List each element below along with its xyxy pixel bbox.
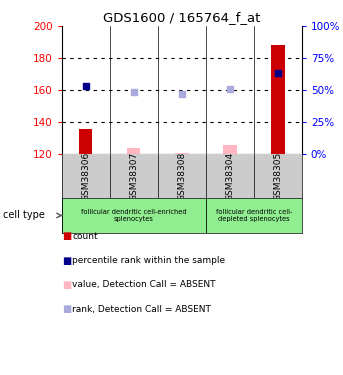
Text: ■: ■ [62,256,71,266]
Text: value, Detection Call = ABSENT: value, Detection Call = ABSENT [72,280,215,290]
Text: follicular dendritic cell-
depleted splenocytes: follicular dendritic cell- depleted sple… [216,209,292,222]
Point [275,70,281,76]
Text: GSM38308: GSM38308 [177,152,186,201]
Point [131,89,137,95]
Point [179,90,185,96]
Point [83,82,88,88]
Text: rank, Detection Call = ABSENT: rank, Detection Call = ABSENT [72,305,211,314]
Text: follicular dendritic cell-enriched
splenocytes: follicular dendritic cell-enriched splen… [81,209,187,222]
Text: percentile rank within the sample: percentile rank within the sample [72,256,225,265]
Text: GSM38307: GSM38307 [129,152,138,201]
Bar [175,153,189,154]
Text: GSM38304: GSM38304 [225,152,234,201]
Bar [271,45,285,154]
Text: count: count [72,232,98,241]
Bar [79,129,93,154]
Point [227,86,233,92]
Bar [62,198,206,232]
Text: GSM38306: GSM38306 [81,152,90,201]
Bar [206,198,302,232]
Bar [127,148,141,154]
Text: ■: ■ [62,280,71,290]
Text: GSM38305: GSM38305 [273,152,282,201]
Text: cell type: cell type [3,210,45,220]
Text: ■: ■ [62,304,71,314]
Title: GDS1600 / 165764_f_at: GDS1600 / 165764_f_at [103,11,260,24]
Bar [223,145,237,154]
Text: ■: ■ [62,231,71,241]
